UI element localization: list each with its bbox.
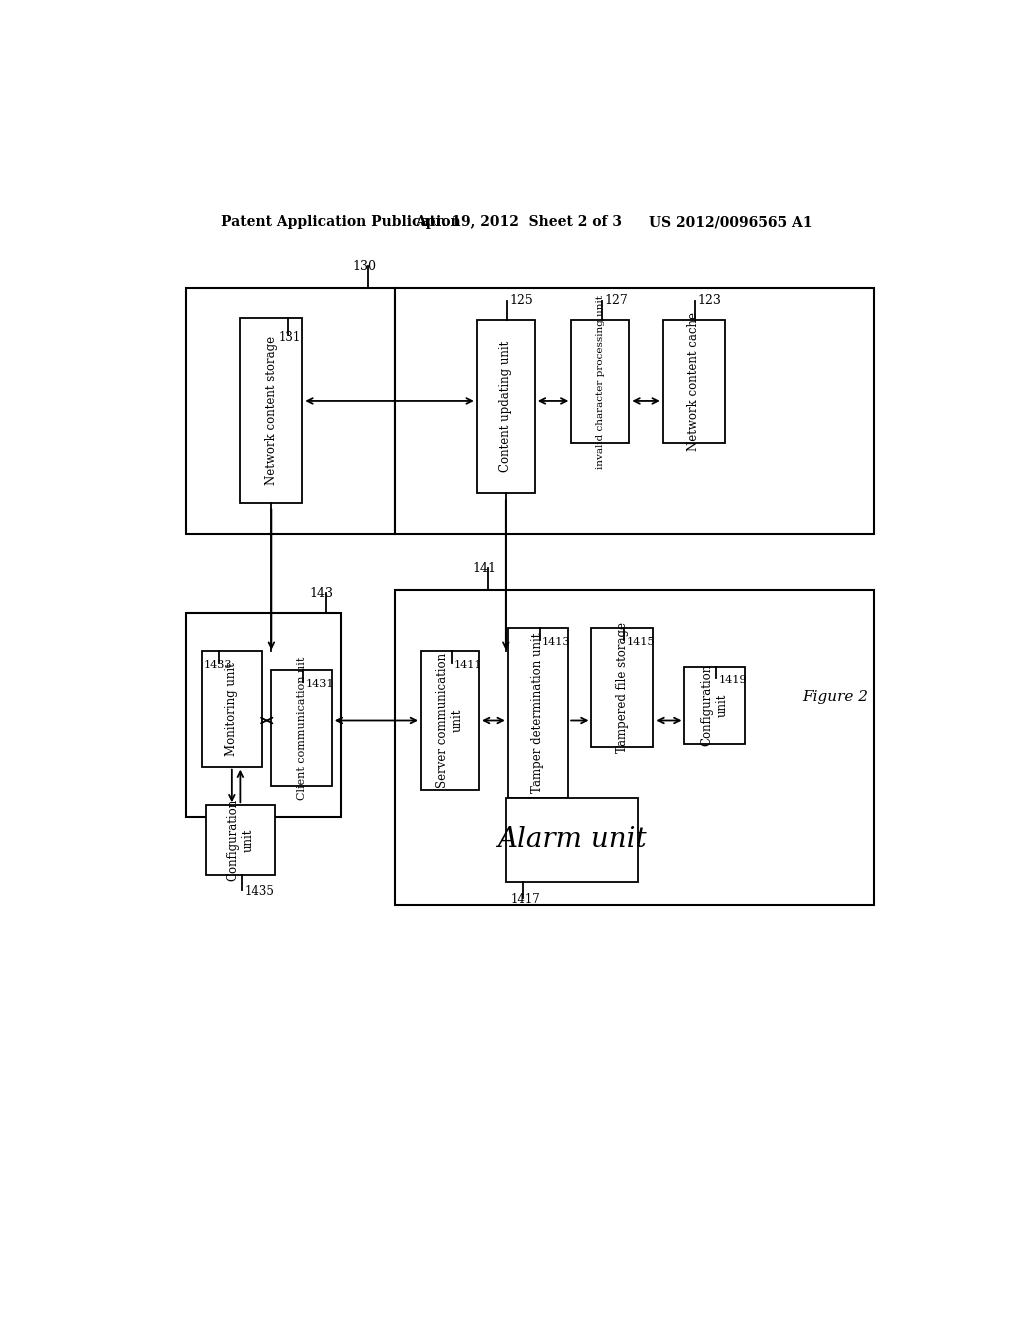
Text: Network content storage: Network content storage	[265, 335, 278, 484]
Text: 1433: 1433	[204, 660, 232, 671]
Bar	[395, 288, 874, 535]
Text: Figure 2: Figure 2	[802, 690, 868, 705]
Bar	[271, 671, 332, 785]
Text: US 2012/0096565 A1: US 2012/0096565 A1	[649, 215, 812, 230]
Bar	[395, 590, 874, 906]
Bar	[186, 288, 395, 535]
Bar	[186, 612, 341, 817]
Text: Configuration
unit: Configuration unit	[700, 664, 729, 746]
Text: 1435: 1435	[245, 884, 274, 898]
Text: Content updating unit: Content updating unit	[500, 341, 512, 473]
Bar	[663, 321, 725, 444]
Bar	[506, 797, 638, 882]
Text: Server communication
unit: Server communication unit	[436, 653, 464, 788]
Text: 1431: 1431	[305, 680, 334, 689]
Text: Apr. 19, 2012  Sheet 2 of 3: Apr. 19, 2012 Sheet 2 of 3	[415, 215, 622, 230]
Text: invalid character processing unit: invalid character processing unit	[596, 294, 605, 469]
Text: Monitoring unit: Monitoring unit	[225, 663, 239, 756]
Bar	[592, 628, 653, 747]
Text: 131: 131	[279, 330, 301, 343]
Text: Patent Application Publication: Patent Application Publication	[221, 215, 461, 230]
Text: 1419: 1419	[719, 676, 748, 685]
Text: 125: 125	[510, 294, 534, 308]
Bar	[684, 667, 744, 743]
Text: 141: 141	[472, 561, 497, 574]
Bar	[202, 651, 262, 767]
Text: 1415: 1415	[627, 638, 654, 647]
Bar	[421, 651, 479, 789]
Text: 1417: 1417	[511, 892, 541, 906]
Text: Network content cache: Network content cache	[687, 313, 700, 451]
Text: 143: 143	[309, 587, 334, 601]
Text: 123: 123	[697, 294, 722, 308]
Text: Tamper determination unit: Tamper determination unit	[531, 632, 545, 793]
Bar	[241, 318, 302, 503]
Bar	[508, 628, 568, 797]
Text: 130: 130	[352, 260, 377, 273]
Text: 1411: 1411	[454, 660, 482, 671]
Bar	[571, 321, 630, 444]
Text: 1413: 1413	[542, 638, 570, 647]
Text: Alarm unit: Alarm unit	[498, 826, 647, 853]
Bar	[477, 321, 535, 494]
Text: Configuration
unit: Configuration unit	[226, 799, 254, 880]
Text: Tampered file storage: Tampered file storage	[616, 622, 629, 754]
Text: 127: 127	[604, 294, 628, 308]
Text: Client communication uit: Client communication uit	[297, 656, 306, 800]
Bar	[206, 805, 275, 875]
